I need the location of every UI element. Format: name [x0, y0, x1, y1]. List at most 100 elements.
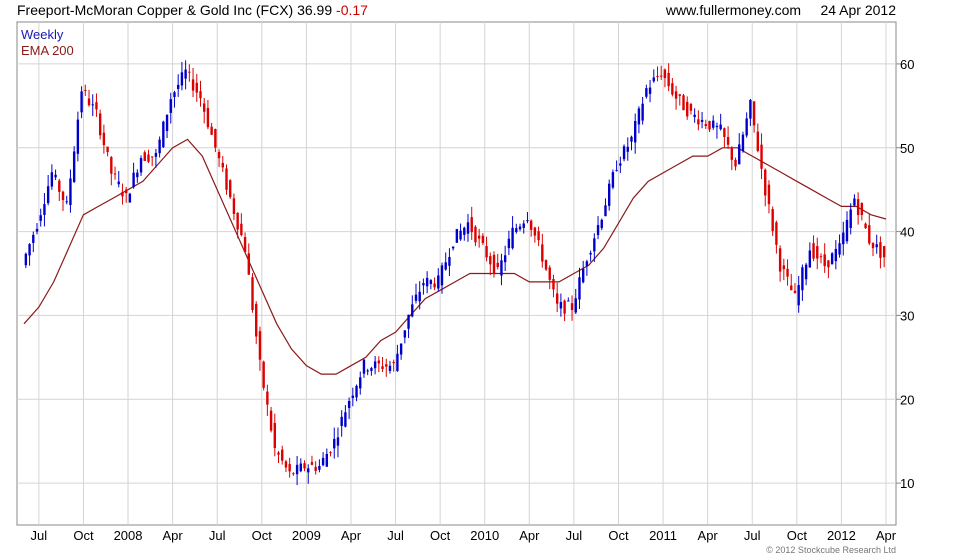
weekly-bar: [340, 410, 343, 437]
weekly-bar: [429, 279, 433, 290]
weekly-bar: [507, 230, 511, 256]
weekly-bar: [515, 223, 518, 234]
weekly-bar: [154, 148, 158, 168]
x-tick-label: 2009: [292, 528, 321, 543]
weekly-bar: [281, 445, 284, 465]
weekly-bar: [110, 156, 113, 186]
weekly-bar: [589, 250, 592, 262]
weekly-bar: [236, 212, 239, 239]
weekly-bar: [607, 179, 611, 211]
weekly-bar: [199, 80, 202, 107]
weekly-bar: [399, 343, 403, 360]
weekly-bar: [455, 228, 459, 243]
weekly-bar: [418, 281, 421, 310]
weekly-bar: [492, 251, 496, 278]
weekly-bar: [69, 169, 72, 213]
weekly-bar: [217, 149, 221, 167]
weekly-bar: [318, 459, 321, 473]
weekly-bar: [359, 371, 362, 395]
weekly-bar: [422, 278, 425, 295]
weekly-bar: [489, 252, 492, 276]
weekly-bar: [121, 183, 124, 205]
weekly-bar: [581, 260, 585, 284]
weekly-bar: [864, 222, 867, 229]
weekly-bar: [72, 146, 76, 184]
grid-lines: [17, 22, 896, 525]
weekly-bar: [481, 233, 485, 246]
weekly-bar: [860, 202, 864, 221]
weekly-bar: [139, 155, 143, 176]
weekly-bar: [288, 457, 291, 478]
y-tick-label: 50: [900, 141, 914, 156]
weekly-bar: [46, 175, 50, 206]
legend-ema: EMA 200: [21, 43, 74, 58]
weekly-bar: [697, 110, 700, 131]
weekly-bar: [738, 133, 741, 165]
weekly-bar: [247, 243, 250, 275]
weekly-bar: [555, 282, 559, 313]
x-tick-label: Oct: [73, 528, 94, 543]
weekly-bar: [816, 237, 819, 270]
weekly-bar: [58, 178, 61, 202]
weekly-bar: [593, 233, 596, 262]
weekly-bar: [91, 94, 94, 117]
weekly-bar: [240, 213, 243, 237]
weekly-bar: [255, 301, 258, 344]
weekly-bar: [496, 253, 499, 270]
weekly-bar: [745, 112, 748, 138]
weekly-bar: [325, 448, 329, 467]
weekly-bar: [749, 98, 752, 126]
weekly-bar: [834, 240, 838, 270]
weekly-bar: [448, 248, 451, 277]
weekly-bar: [730, 146, 734, 171]
weekly-bar: [630, 135, 633, 151]
weekly-bar: [570, 295, 574, 321]
weekly-bar: [477, 228, 481, 248]
plot-frame: [16, 21, 897, 526]
weekly-bar: [106, 146, 109, 157]
weekly-bar: [804, 262, 808, 286]
weekly-bar: [775, 220, 778, 254]
weekly-bar: [585, 259, 589, 276]
weekly-bar: [292, 472, 295, 476]
weekly-bar: [333, 427, 336, 459]
weekly-bar: [54, 169, 57, 181]
weekly-bar: [578, 267, 581, 309]
x-tick-label: Jul: [31, 528, 48, 543]
weekly-bar: [437, 268, 440, 292]
weekly-bar: [162, 120, 165, 148]
weekly-bar: [366, 368, 369, 376]
weekly-bar: [321, 452, 325, 467]
weekly-bar: [303, 460, 306, 472]
weekly-bar: [269, 406, 273, 433]
weekly-bar: [32, 231, 35, 253]
weekly-bar: [132, 162, 135, 189]
ema-200-line: [23, 138, 887, 375]
x-tick-label: Jul: [744, 528, 761, 543]
weekly-bar: [686, 96, 689, 120]
weekly-bar: [771, 206, 774, 237]
weekly-bar: [548, 265, 551, 290]
weekly-bar: [98, 109, 102, 140]
weekly-bar: [634, 113, 637, 154]
weekly-bar: [726, 126, 730, 149]
weekly-bar: [882, 245, 886, 268]
weekly-bar: [251, 273, 254, 313]
weekly-bar: [232, 193, 236, 220]
y-tick-label: 40: [900, 225, 914, 240]
weekly-bar: [667, 63, 670, 92]
weekly-bar: [712, 115, 715, 130]
weekly-bar: [503, 245, 507, 272]
weekly-bar: [563, 299, 566, 322]
weekly-bar: [823, 243, 826, 273]
weekly-bar: [347, 397, 351, 420]
x-tick-label: 2008: [114, 528, 143, 543]
ema-layer: [23, 138, 887, 375]
x-tick-label: Jul: [387, 528, 404, 543]
weekly-bar: [622, 144, 626, 162]
site-link[interactable]: www.fullermoney.com: [665, 2, 802, 18]
weekly-bar: [656, 66, 659, 82]
y-tick-label: 60: [900, 57, 914, 72]
x-tick-label: Oct: [608, 528, 629, 543]
